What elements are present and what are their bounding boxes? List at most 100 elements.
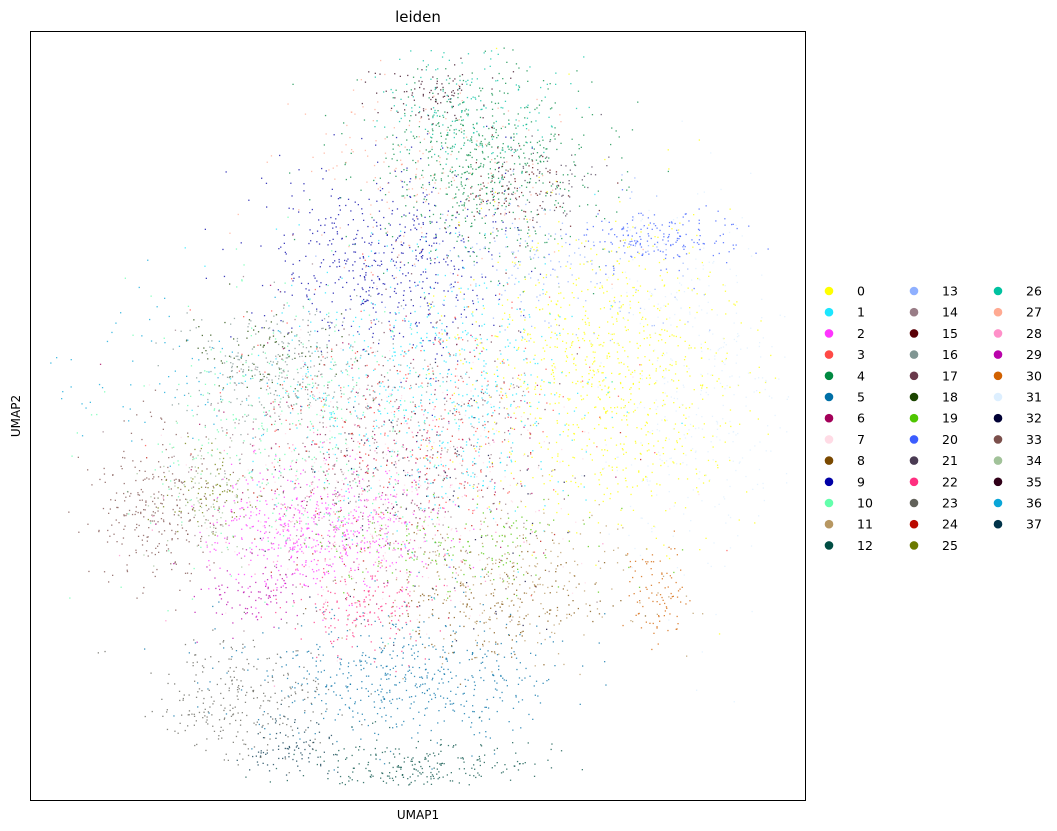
legend-label-1: 1 bbox=[857, 305, 865, 320]
legend-marker-24 bbox=[909, 519, 919, 529]
legend-label-29: 29 bbox=[1026, 347, 1042, 362]
legend-label-28: 28 bbox=[1026, 326, 1042, 341]
cluster-30-points bbox=[622, 530, 691, 651]
cluster-1-points bbox=[184, 193, 683, 578]
cluster-10-points bbox=[69, 216, 456, 645]
cluster-32-points bbox=[259, 299, 586, 646]
legend-label-35: 35 bbox=[1026, 474, 1042, 489]
cluster-18-points bbox=[185, 283, 375, 401]
legend-marker-9 bbox=[824, 477, 834, 487]
legend-label-34: 34 bbox=[1026, 453, 1042, 468]
legend-label-12: 12 bbox=[857, 538, 873, 553]
legend-marker-27 bbox=[993, 307, 1003, 317]
legend-marker-4 bbox=[824, 371, 834, 381]
legend-marker-25 bbox=[909, 541, 919, 550]
legend-marker-37 bbox=[993, 519, 1003, 529]
cluster-20-points bbox=[531, 189, 769, 290]
legend: 0123456789101112131415161718192021222324… bbox=[824, 284, 1042, 553]
cluster-4-points bbox=[289, 47, 669, 295]
legend-label-5: 5 bbox=[857, 390, 865, 405]
legend-marker-18 bbox=[909, 392, 919, 402]
legend-marker-28 bbox=[993, 329, 1003, 338]
cluster-36-points bbox=[50, 259, 460, 467]
legend-label-13: 13 bbox=[942, 284, 958, 299]
legend-label-36: 36 bbox=[1026, 496, 1042, 511]
legend-marker-31 bbox=[993, 392, 1003, 402]
legend-marker-20 bbox=[909, 435, 919, 444]
legend-label-18: 18 bbox=[942, 390, 958, 405]
legend-marker-35 bbox=[993, 477, 1003, 487]
legend-label-16: 16 bbox=[942, 347, 958, 362]
x-axis-label: UMAP1 bbox=[397, 808, 439, 822]
cluster-2-points bbox=[155, 442, 475, 621]
legend-marker-12 bbox=[824, 541, 834, 550]
legend-label-33: 33 bbox=[1026, 432, 1042, 447]
legend-label-6: 6 bbox=[857, 411, 865, 426]
cluster-25-points bbox=[147, 436, 262, 538]
legend-marker-1 bbox=[824, 307, 834, 317]
cluster-33-points bbox=[68, 389, 245, 611]
legend-label-4: 4 bbox=[857, 368, 865, 383]
cluster-23-points bbox=[97, 611, 372, 774]
legend-label-9: 9 bbox=[857, 474, 865, 489]
legend-marker-3 bbox=[824, 350, 834, 359]
cluster-14-points bbox=[102, 263, 600, 650]
cluster-3-points bbox=[144, 253, 728, 597]
cluster-8-points bbox=[305, 522, 647, 685]
legend-marker-5 bbox=[824, 392, 834, 402]
legend-marker-17 bbox=[909, 371, 919, 381]
legend-label-32: 32 bbox=[1026, 411, 1042, 426]
cluster-7-points bbox=[148, 272, 700, 662]
legend-label-30: 30 bbox=[1026, 368, 1042, 383]
legend-marker-8 bbox=[824, 456, 834, 465]
legend-marker-33 bbox=[993, 435, 1003, 444]
legend-marker-19 bbox=[909, 413, 919, 423]
legend-marker-11 bbox=[824, 519, 834, 529]
legend-marker-26 bbox=[993, 286, 1003, 296]
cluster-28-points bbox=[118, 393, 604, 687]
legend-label-14: 14 bbox=[942, 305, 958, 320]
cluster-26-points bbox=[374, 50, 590, 182]
legend-label-21: 21 bbox=[942, 453, 958, 468]
legend-marker-23 bbox=[909, 498, 919, 508]
chart-title: leiden bbox=[395, 8, 441, 26]
legend-marker-15 bbox=[909, 329, 919, 338]
legend-marker-36 bbox=[993, 498, 1003, 508]
scatter-points bbox=[50, 47, 790, 786]
legend-marker-21 bbox=[909, 456, 919, 465]
cluster-24-points bbox=[146, 347, 642, 591]
cluster-27-points bbox=[229, 59, 644, 286]
cluster-34-points bbox=[136, 420, 268, 568]
legend-marker-13 bbox=[909, 286, 919, 296]
legend-marker-29 bbox=[993, 350, 1003, 359]
cluster-13-points bbox=[315, 170, 711, 342]
legend-label-10: 10 bbox=[857, 496, 873, 511]
cluster-16-points bbox=[155, 281, 434, 475]
y-axis-label: UMAP2 bbox=[9, 395, 23, 437]
legend-marker-2 bbox=[824, 329, 834, 338]
legend-label-23: 23 bbox=[942, 496, 958, 511]
cluster-37-points bbox=[236, 703, 339, 776]
cluster-35-points bbox=[361, 57, 515, 129]
legend-marker-7 bbox=[824, 435, 834, 444]
cluster-21-points bbox=[454, 113, 610, 248]
cluster-17-points bbox=[239, 240, 622, 612]
legend-label-2: 2 bbox=[857, 326, 865, 341]
cluster-15-points bbox=[444, 126, 619, 274]
legend-label-19: 19 bbox=[942, 411, 958, 426]
legend-marker-30 bbox=[993, 371, 1003, 381]
cluster-5-points bbox=[144, 569, 607, 771]
legend-label-37: 37 bbox=[1026, 517, 1042, 532]
legend-label-22: 22 bbox=[942, 474, 958, 489]
legend-label-17: 17 bbox=[942, 368, 958, 383]
legend-label-26: 26 bbox=[1026, 284, 1042, 299]
legend-marker-16 bbox=[909, 350, 919, 359]
cluster-31-points bbox=[581, 120, 790, 703]
cluster-29-points bbox=[173, 549, 309, 643]
cluster-9-points bbox=[204, 125, 542, 416]
cluster-12-points bbox=[245, 716, 583, 786]
legend-marker-0 bbox=[824, 286, 834, 296]
legend-label-11: 11 bbox=[857, 517, 873, 532]
legend-marker-10 bbox=[824, 498, 834, 508]
